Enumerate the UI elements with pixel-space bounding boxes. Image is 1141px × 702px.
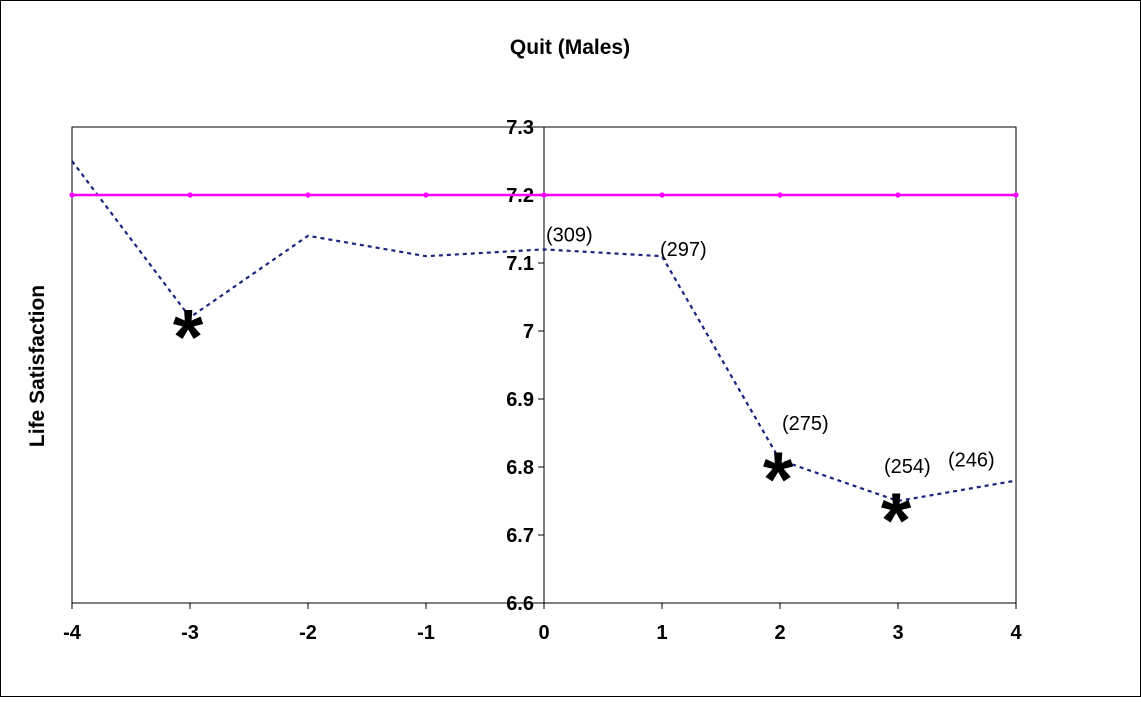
y-tick-label: 6.7 (506, 525, 534, 547)
series-point-2 (1013, 192, 1019, 198)
x-tick-label: 0 (538, 622, 549, 644)
data-label: (309) (546, 224, 593, 246)
data-label: (246) (948, 450, 995, 472)
significance-marker: * (763, 435, 794, 523)
series-point-2 (777, 192, 783, 198)
y-axis-label: Life Satisfaction (26, 285, 49, 447)
data-label: (275) (782, 413, 829, 435)
x-tick-label: 2 (774, 622, 785, 644)
series (69, 160, 1019, 503)
series-point-2 (69, 192, 75, 198)
y-tick-label: 6.8 (506, 457, 534, 479)
axes (71, 126, 1017, 609)
annotations: (309) (297) (275) (254) (246) * * * (173, 224, 995, 564)
x-tick-label: -1 (417, 622, 435, 644)
y-tick-label: 6.6 (506, 593, 534, 615)
x-tick-label: -3 (181, 622, 199, 644)
y-tick-label: 7.3 (506, 117, 534, 139)
series-point-2 (659, 192, 665, 198)
series-point-2 (423, 192, 429, 198)
series-point-2 (305, 192, 311, 198)
y-tick-label: 6.9 (506, 389, 534, 411)
chart-title: Quit (Males) (510, 36, 630, 59)
x-tick-label: 4 (1010, 622, 1022, 644)
x-tick-label: -2 (299, 622, 317, 644)
series-point-2 (895, 192, 901, 198)
x-tick-label: -4 (63, 622, 82, 644)
x-tick-label: 3 (892, 622, 903, 644)
y-tick-label: 7 (523, 321, 534, 343)
significance-marker: * (173, 292, 204, 380)
series-line-1 (71, 160, 1017, 503)
data-label: (297) (660, 239, 707, 261)
y-tick-label: 7.1 (506, 253, 534, 275)
series-point-2 (541, 192, 547, 198)
data-label: (254) (884, 456, 931, 478)
significance-marker: * (881, 476, 912, 564)
x-tick-label: 1 (656, 622, 667, 644)
tick-labels: 6.66.76.86.977.17.27.3-4 -3 -2 -1 0 1 2 3 4 (63, 117, 1022, 644)
series-point-2 (187, 192, 193, 198)
